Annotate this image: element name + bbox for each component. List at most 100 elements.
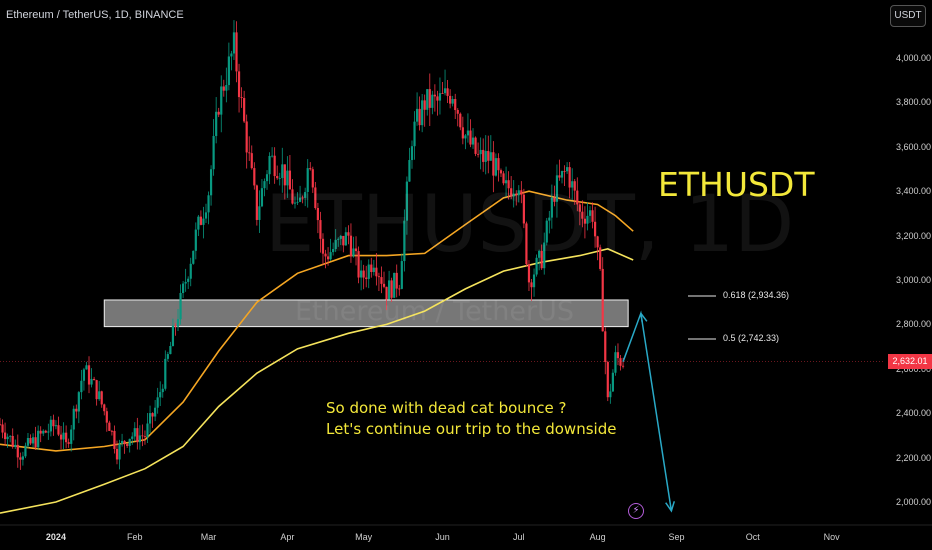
candle (3, 422, 7, 446)
candle (433, 84, 436, 112)
candle (555, 164, 559, 218)
candle (403, 209, 406, 272)
candle (123, 440, 126, 454)
candle (171, 318, 175, 347)
candle (24, 442, 27, 459)
candle (293, 196, 297, 209)
candle (26, 433, 30, 449)
candle (230, 50, 233, 71)
time-tick-label: May (355, 532, 373, 542)
candle (321, 233, 325, 265)
candle (19, 452, 22, 470)
candle (471, 128, 475, 149)
candle (250, 145, 253, 170)
current-price-tag: 2,632.01 (888, 354, 932, 369)
candle (166, 351, 169, 362)
lightning-icon[interactable]: ⚡ (628, 503, 644, 519)
candle (583, 206, 587, 239)
time-tick-label: Sep (668, 532, 685, 542)
time-tick-label: Nov (823, 532, 840, 542)
candle (271, 147, 274, 158)
candle (232, 20, 236, 61)
candle (29, 434, 32, 446)
candle (77, 391, 80, 424)
candle (319, 211, 322, 253)
candle (227, 42, 230, 91)
candle (530, 279, 533, 301)
candle (619, 354, 622, 371)
candle (588, 206, 592, 224)
candle (54, 420, 58, 430)
candle (571, 168, 574, 200)
time-tick-label: Aug (589, 532, 606, 542)
candle (599, 244, 602, 271)
candle (197, 214, 200, 236)
candle (311, 166, 314, 193)
candle (357, 246, 360, 284)
candle (11, 428, 14, 449)
ma-slow-line (0, 248, 634, 514)
candle (304, 187, 307, 207)
candle (474, 136, 477, 157)
candle (176, 309, 180, 331)
price-tick-label: 3,800.00 (896, 97, 932, 108)
candle (209, 165, 213, 206)
candle (334, 229, 337, 253)
candle (296, 192, 299, 205)
candle (482, 138, 485, 172)
candle (316, 202, 319, 234)
candle (204, 203, 208, 224)
candle (179, 284, 182, 325)
candle (314, 181, 317, 210)
chart-annotation-note: So done with dead cat bounce ? Let's con… (326, 398, 616, 440)
time-tick-label: 2024 (45, 532, 66, 542)
candle (538, 249, 541, 271)
candle (489, 135, 492, 161)
time-tick-label: Jul (513, 532, 525, 542)
candle (49, 415, 52, 437)
currency-button[interactable]: USDT (890, 5, 926, 27)
candle (342, 235, 345, 253)
candle (558, 159, 561, 181)
candle (95, 379, 98, 406)
candle (220, 75, 223, 133)
candle (301, 195, 304, 204)
candle (517, 185, 520, 203)
candle (405, 176, 408, 235)
candle (525, 221, 528, 267)
candle (504, 166, 508, 197)
candle (398, 284, 401, 296)
candle (39, 426, 42, 443)
candle (347, 225, 350, 245)
price-tick-label: 2,800.00 (896, 319, 932, 330)
candle (344, 227, 347, 246)
candle (92, 376, 96, 381)
candle (6, 433, 9, 448)
candle (436, 90, 439, 116)
symbol-title[interactable]: Ethereum / TetherUS, 1D, BINANCE (6, 9, 184, 21)
candle (192, 250, 195, 265)
candle (255, 184, 258, 226)
candle (34, 426, 37, 450)
candle (593, 206, 597, 248)
candle (273, 147, 276, 184)
candle (245, 114, 248, 169)
candle (82, 367, 86, 391)
candle (443, 69, 447, 96)
candle (553, 185, 556, 207)
candle (154, 400, 157, 422)
candle (283, 164, 286, 200)
candle (0, 417, 2, 426)
candle (85, 361, 88, 370)
candle (103, 403, 106, 416)
candle (260, 179, 264, 208)
candle (380, 266, 383, 294)
candle (248, 136, 251, 161)
candle (52, 414, 55, 436)
candle (42, 429, 45, 437)
candle (568, 162, 571, 199)
candle (387, 270, 391, 300)
candle (110, 429, 113, 436)
candle (477, 142, 480, 158)
